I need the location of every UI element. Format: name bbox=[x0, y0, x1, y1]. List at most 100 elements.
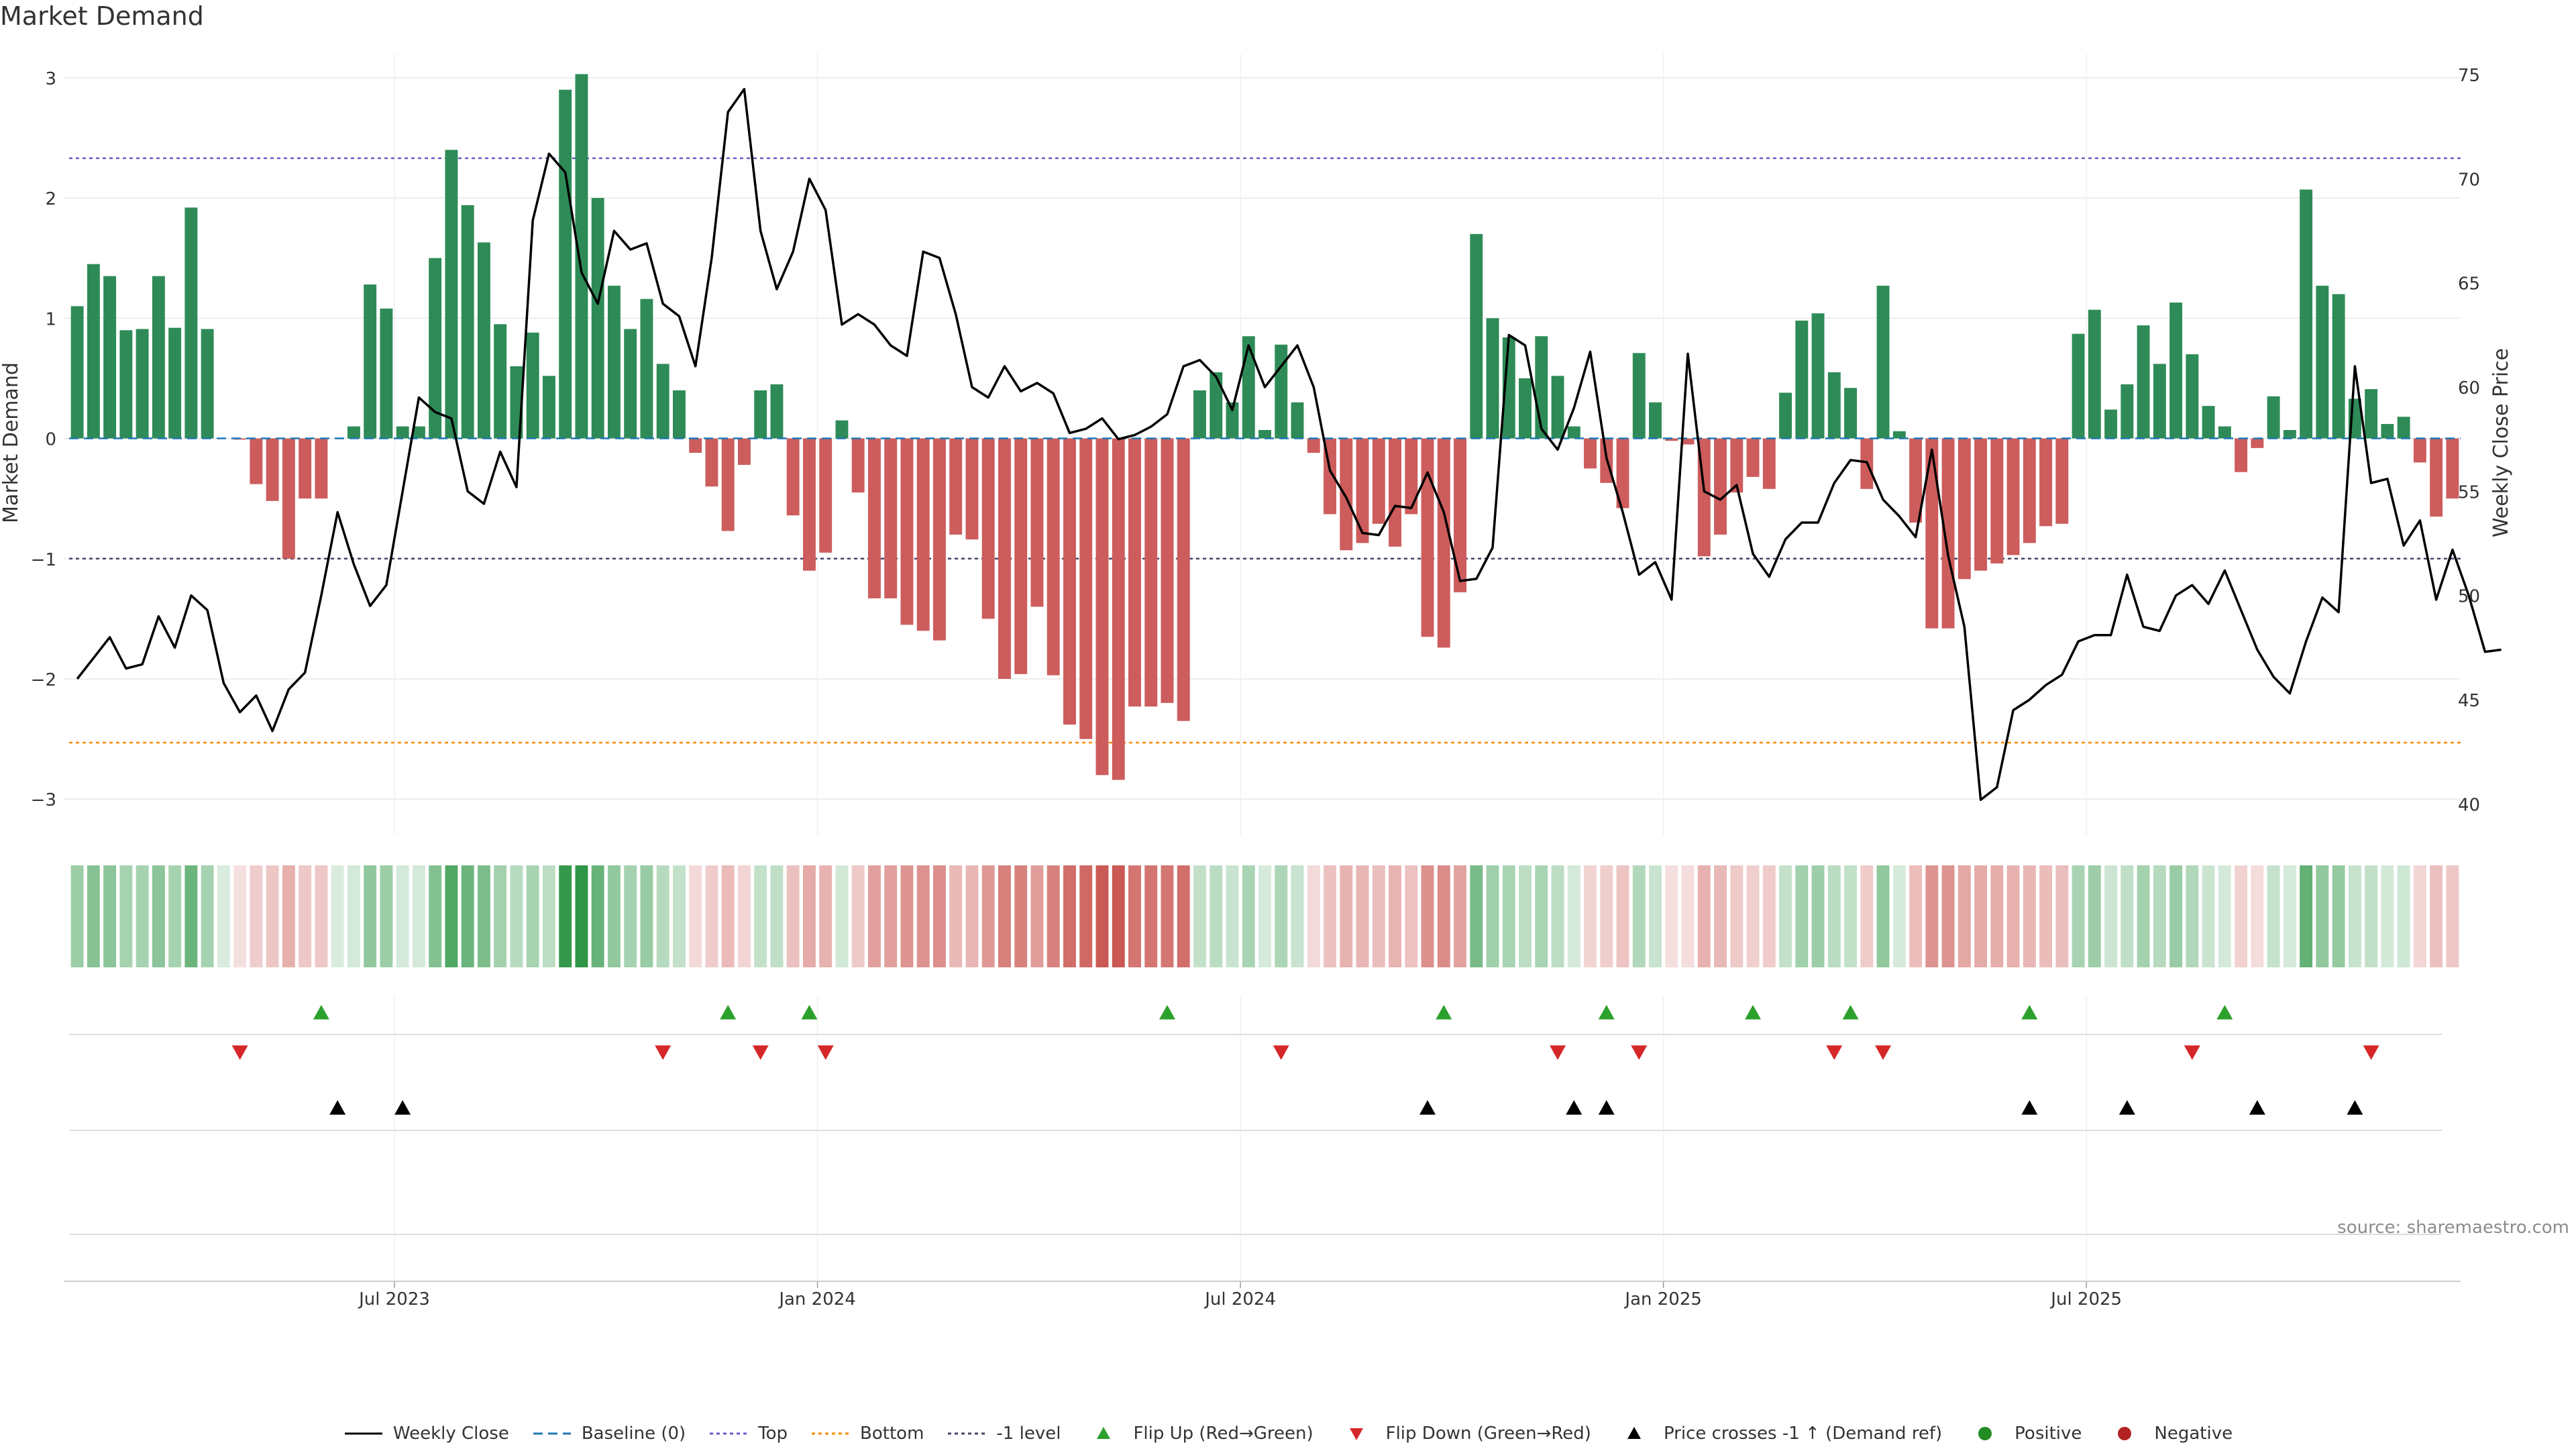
strip-cell bbox=[575, 865, 588, 967]
price-cross-marker bbox=[1598, 1100, 1615, 1115]
strip-cell bbox=[640, 865, 653, 967]
weekly-close-line bbox=[76, 88, 2502, 801]
strip-cell bbox=[2153, 865, 2166, 967]
demand-bar-negative bbox=[1974, 438, 1988, 571]
legend-swatch-flipdown bbox=[1349, 1428, 1363, 1440]
strip-cell bbox=[819, 865, 833, 967]
demand-bar-negative bbox=[851, 438, 865, 493]
flip-down-marker bbox=[817, 1045, 834, 1060]
strip-cell bbox=[786, 865, 800, 967]
demand-bar-negative bbox=[1421, 438, 1434, 637]
strip-cell bbox=[933, 865, 946, 967]
demand-bar-positive bbox=[1779, 392, 1792, 439]
flip-down-marker bbox=[231, 1045, 248, 1060]
demand-bar-positive bbox=[1632, 353, 1646, 439]
strip-cell bbox=[868, 865, 881, 967]
demand-bar-positive bbox=[672, 390, 686, 439]
demand-bar-negative bbox=[916, 438, 930, 631]
legend-label-close: Weekly Close bbox=[392, 1424, 509, 1444]
demand-bar-positive bbox=[1275, 344, 1288, 439]
strip-cell bbox=[233, 865, 247, 967]
legend-label-positive: Positive bbox=[2015, 1424, 2082, 1444]
legend-swatch-baseline bbox=[533, 1432, 571, 1435]
strip-cell bbox=[526, 865, 539, 967]
demand-bar-negative bbox=[705, 438, 718, 487]
strip-cell bbox=[1324, 865, 1336, 967]
flip-down-marker bbox=[1875, 1045, 1892, 1060]
strip-cell bbox=[184, 865, 198, 967]
demand-bar-negative bbox=[1730, 438, 1743, 493]
strip-cell bbox=[1616, 865, 1629, 967]
strip-cell bbox=[705, 865, 718, 967]
strip-cell bbox=[87, 865, 100, 967]
demand-bar-positive bbox=[1242, 336, 1255, 439]
demand-heat-strip bbox=[70, 865, 2459, 967]
demand-bar-positive bbox=[152, 276, 165, 439]
demand-bar-positive bbox=[526, 332, 539, 439]
demand-bar-positive bbox=[2365, 389, 2378, 439]
strip-cell bbox=[1844, 865, 1858, 967]
strip-cell bbox=[1584, 865, 1597, 967]
grid-layer bbox=[64, 54, 2461, 1281]
strip-cell bbox=[1714, 865, 1727, 967]
legend-swatch-cross bbox=[1627, 1427, 1641, 1439]
price-cross-marker bbox=[1419, 1100, 1436, 1115]
flip-up-marker bbox=[1436, 1005, 1452, 1020]
demand-bar-positive bbox=[575, 74, 588, 439]
demand-bar-positive bbox=[559, 89, 572, 439]
demand-bar-positive bbox=[87, 264, 100, 439]
strip-cell bbox=[624, 865, 637, 967]
demand-bar-positive bbox=[396, 426, 409, 439]
strip-cell bbox=[1128, 865, 1141, 967]
demand-bar-positive bbox=[591, 198, 604, 439]
strip-cell bbox=[916, 865, 930, 967]
strip-cell bbox=[2316, 865, 2329, 967]
strip-cell bbox=[1746, 865, 1760, 967]
strip-cell bbox=[331, 865, 344, 967]
strip-cell bbox=[494, 865, 507, 967]
flip-down-marker bbox=[1550, 1045, 1566, 1060]
demand-bar-positive bbox=[2397, 417, 2410, 439]
demand-bar-negative bbox=[315, 438, 328, 499]
strip-cell bbox=[70, 865, 84, 967]
flip-down-marker bbox=[655, 1045, 672, 1060]
demand-bar-negative bbox=[1014, 438, 1028, 674]
legend-label-cross: Price crosses -1 ↑ (Demand ref) bbox=[1663, 1424, 1943, 1444]
strip-cell bbox=[689, 865, 702, 967]
demand-bar-positive bbox=[2088, 309, 2101, 439]
strip-cell bbox=[282, 865, 295, 967]
strip-cell bbox=[965, 865, 979, 967]
price-cross-marker bbox=[329, 1100, 346, 1115]
strip-cell bbox=[2039, 865, 2053, 967]
demand-bar-negative bbox=[884, 438, 898, 598]
demand-bar-negative bbox=[250, 438, 263, 484]
demand-bars bbox=[70, 74, 2459, 780]
demand-bar-negative bbox=[1389, 438, 1401, 547]
strip-cell bbox=[1860, 865, 1874, 967]
legend-swatch-flipup bbox=[1097, 1427, 1111, 1439]
x-tick-label: Jan 2025 bbox=[1623, 1289, 1702, 1309]
legend-item-close: Weekly Close bbox=[343, 1424, 509, 1444]
strip-cell bbox=[1502, 865, 1515, 967]
legend-swatch-bottom bbox=[812, 1432, 850, 1435]
demand-bar-positive bbox=[119, 330, 133, 439]
strip-cell bbox=[559, 865, 572, 967]
demand-bar-negative bbox=[2055, 438, 2069, 524]
demand-bar-positive bbox=[2332, 294, 2345, 439]
demand-bar-positive bbox=[1551, 376, 1564, 439]
strip-cell bbox=[2251, 865, 2264, 967]
strip-cell bbox=[721, 865, 735, 967]
legend-swatch-negative bbox=[2118, 1427, 2132, 1440]
strip-cell bbox=[2365, 865, 2378, 967]
price-cross-marker bbox=[2118, 1100, 2135, 1115]
strip-cell bbox=[2430, 865, 2443, 967]
source-note: source: sharemaestro.com bbox=[2337, 1218, 2569, 1238]
strip-cell bbox=[2235, 865, 2248, 967]
strip-cell bbox=[1161, 865, 1174, 967]
demand-bar-positive bbox=[754, 390, 767, 439]
x-tick-label: Jul 2024 bbox=[1203, 1289, 1276, 1309]
strip-cell bbox=[136, 865, 149, 967]
strip-cell bbox=[1632, 865, 1646, 967]
strip-cell bbox=[217, 865, 230, 967]
demand-bar-negative bbox=[1665, 438, 1678, 441]
